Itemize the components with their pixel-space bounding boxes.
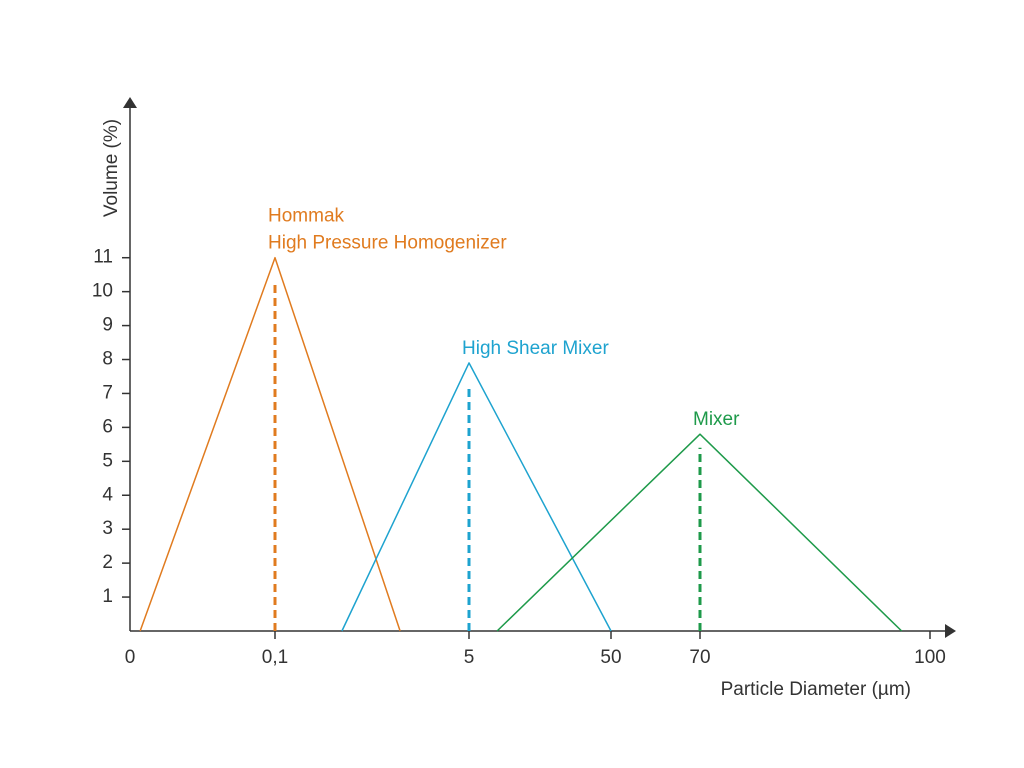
x-tick-label: 0 — [125, 647, 136, 668]
y-axis-title: Volume (%) — [101, 119, 122, 217]
x-axis-title: Particle Diameter (µm) — [721, 679, 911, 700]
x-tick-label: 0,1 — [262, 647, 288, 668]
y-tick-label: 7 — [102, 382, 113, 403]
y-tick-label: 4 — [102, 484, 113, 505]
distribution-line — [341, 362, 612, 632]
y-tick-label: 9 — [102, 315, 113, 336]
series-label: High Shear Mixer — [462, 338, 609, 359]
distribution-line — [496, 433, 903, 632]
y-tick-label: 5 — [102, 450, 113, 471]
y-axis-arrow — [123, 97, 137, 108]
series-label: Hommak High Pressure Homogenizer — [268, 206, 507, 254]
y-tick-label: 11 — [93, 247, 113, 268]
y-tick-label: 6 — [102, 416, 113, 437]
y-tick-label: 10 — [92, 281, 113, 302]
x-tick-label: 5 — [464, 647, 475, 668]
x-tick-label: 50 — [600, 647, 621, 668]
x-tick-label: 70 — [689, 647, 710, 668]
y-tick-label: 2 — [102, 552, 113, 573]
y-tick-label: 3 — [102, 518, 113, 539]
distribution-line — [139, 256, 401, 632]
y-tick-label: 8 — [102, 349, 113, 370]
series-label: Mixer — [693, 409, 740, 430]
x-axis-arrow — [945, 624, 956, 638]
x-tick-label: 100 — [914, 647, 946, 668]
y-tick-label: 1 — [102, 586, 113, 607]
